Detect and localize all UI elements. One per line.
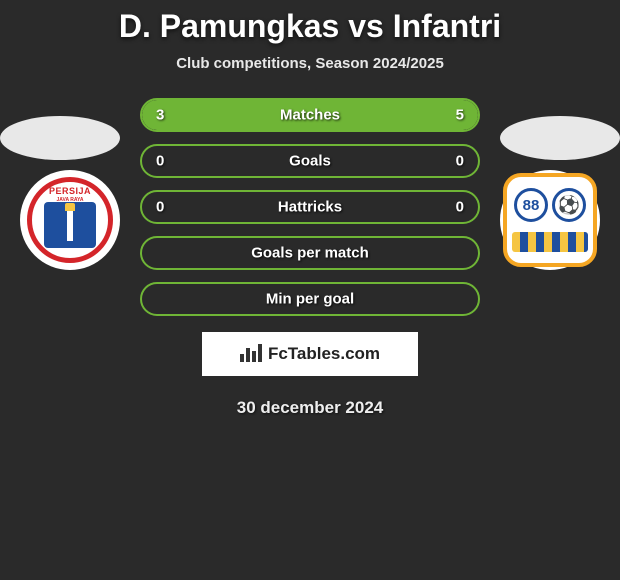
stat-bar: 0 0 Goals — [140, 144, 480, 178]
watermark-text: FcTables.com — [268, 344, 380, 364]
stat-bar: 3 5 Matches — [140, 98, 480, 132]
stat-label: Matches — [280, 107, 340, 124]
stat-row: Min per goal — [0, 282, 620, 316]
stat-row: 0 0 Hattricks — [0, 190, 620, 224]
stat-label: Hattricks — [278, 199, 342, 216]
stat-value-right: 5 — [456, 107, 464, 124]
stat-label: Goals per match — [251, 245, 369, 262]
watermark: FcTables.com — [202, 332, 418, 376]
stat-value-left: 0 — [156, 153, 164, 170]
stat-bar: Min per goal — [140, 282, 480, 316]
stat-value-right: 0 — [456, 199, 464, 216]
stats-list: 3 5 Matches 0 0 Goals 0 0 Hattricks Goals per mat… — [0, 98, 620, 316]
stat-row: Goals per match — [0, 236, 620, 270]
stat-row: 3 5 Matches — [0, 98, 620, 132]
stat-bar: 0 0 Hattricks — [140, 190, 480, 224]
stat-row: 0 0 Goals — [0, 144, 620, 178]
page-subtitle: Club competitions, Season 2024/2025 — [0, 55, 620, 72]
date-label: 30 december 2024 — [0, 398, 620, 418]
stat-value-left: 3 — [156, 107, 164, 124]
chart-icon — [240, 342, 262, 367]
stat-label: Goals — [289, 153, 331, 170]
stat-bar: Goals per match — [140, 236, 480, 270]
stat-label: Min per goal — [266, 291, 354, 308]
stat-value-right: 0 — [456, 153, 464, 170]
page-title: D. Pamungkas vs Infantri — [0, 8, 620, 45]
stat-value-left: 0 — [156, 199, 164, 216]
comparison-widget: D. Pamungkas vs Infantri Club competitio… — [0, 0, 620, 580]
